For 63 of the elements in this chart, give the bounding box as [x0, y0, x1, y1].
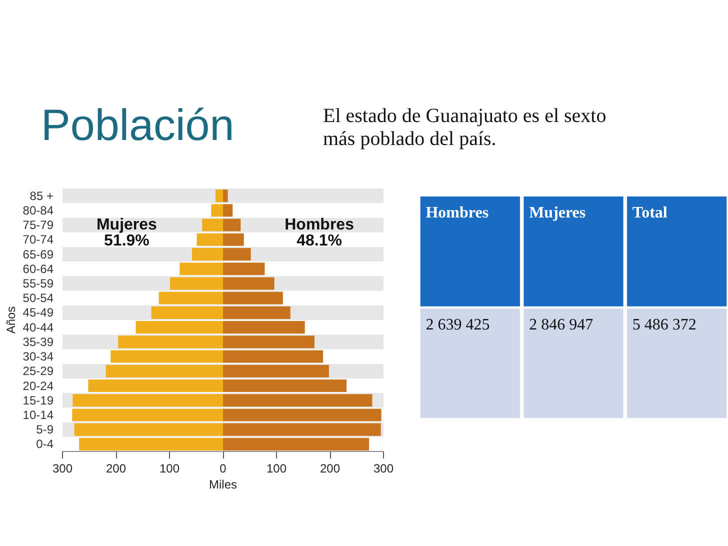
x-tick-label: 200: [320, 462, 340, 476]
y-axis-title: Años: [4, 306, 18, 334]
data-label: 2 639 425: [426, 316, 490, 334]
chart-title: Población: [41, 100, 234, 152]
x-tick-label: 100: [266, 462, 287, 476]
y-tick-label: 80-84: [22, 203, 54, 218]
bar: [216, 190, 223, 202]
text: Hombres: [284, 216, 354, 234]
bar: [223, 277, 274, 290]
x-tick-label: 300: [52, 462, 73, 476]
y-tick-label: 5-9: [36, 422, 54, 437]
bar: [192, 248, 223, 261]
y-tick-label: 55-59: [22, 276, 54, 290]
y-tick-label: 15-19: [22, 393, 54, 408]
annotation: 51.9%: [104, 232, 150, 250]
bar: [223, 190, 228, 202]
category-label: Mujeres: [529, 204, 586, 222]
y-tick-label: 45-49: [22, 306, 54, 320]
category-label: Total: [632, 204, 668, 222]
bar: [223, 248, 251, 261]
text: El estado de Guanajuato es el sexto más poblado del país.: [323, 105, 608, 151]
category-label: Hombres: [426, 204, 489, 222]
x-axis-title: Miles: [209, 478, 238, 492]
annotation: 48.1%: [296, 232, 342, 250]
y-tick-label: 25-29: [22, 364, 54, 378]
y-tick-label: 70-74: [22, 232, 54, 247]
bar: [223, 233, 244, 246]
bar: [196, 233, 223, 246]
bar: [223, 204, 233, 217]
x-tick-label: 0: [220, 462, 227, 476]
bar: [223, 364, 329, 378]
bar: [118, 336, 223, 348]
y-tick-label: 30-34: [22, 350, 54, 364]
bar: [136, 321, 223, 334]
y-tick-label: 0-4: [36, 437, 54, 452]
data-label: 2 846 947: [529, 316, 594, 334]
y-tick-label: 50-54: [22, 291, 54, 306]
data-label: 5 486 372: [632, 316, 696, 334]
bar: [223, 306, 290, 319]
bar: [223, 350, 324, 363]
bar: [223, 262, 265, 276]
y-tick-label: 35-39: [22, 334, 54, 349]
bar: [180, 262, 223, 276]
bar: [202, 218, 223, 232]
x-tick-label: 300: [373, 462, 394, 476]
bar: [158, 292, 223, 304]
y-tick-label: 75-79: [22, 218, 54, 232]
y-tick-label: 85 +: [30, 188, 54, 203]
bar: [223, 292, 283, 304]
bar: [223, 218, 241, 232]
bar: [151, 306, 223, 319]
text: Mujeres: [96, 216, 158, 234]
x-tick-label: 100: [159, 462, 180, 476]
y-tick-label: 60-64: [22, 262, 54, 276]
bar: [223, 336, 314, 348]
y-tick-label: 40-44: [22, 320, 54, 334]
y-tick-label: 20-24: [22, 378, 54, 393]
bar: [211, 204, 223, 217]
bar: [223, 321, 305, 334]
bar: [170, 277, 223, 290]
y-tick-label: 10-14: [22, 408, 54, 422]
x-tick-label: 200: [106, 462, 126, 476]
y-tick-label: 65-69: [22, 247, 54, 262]
